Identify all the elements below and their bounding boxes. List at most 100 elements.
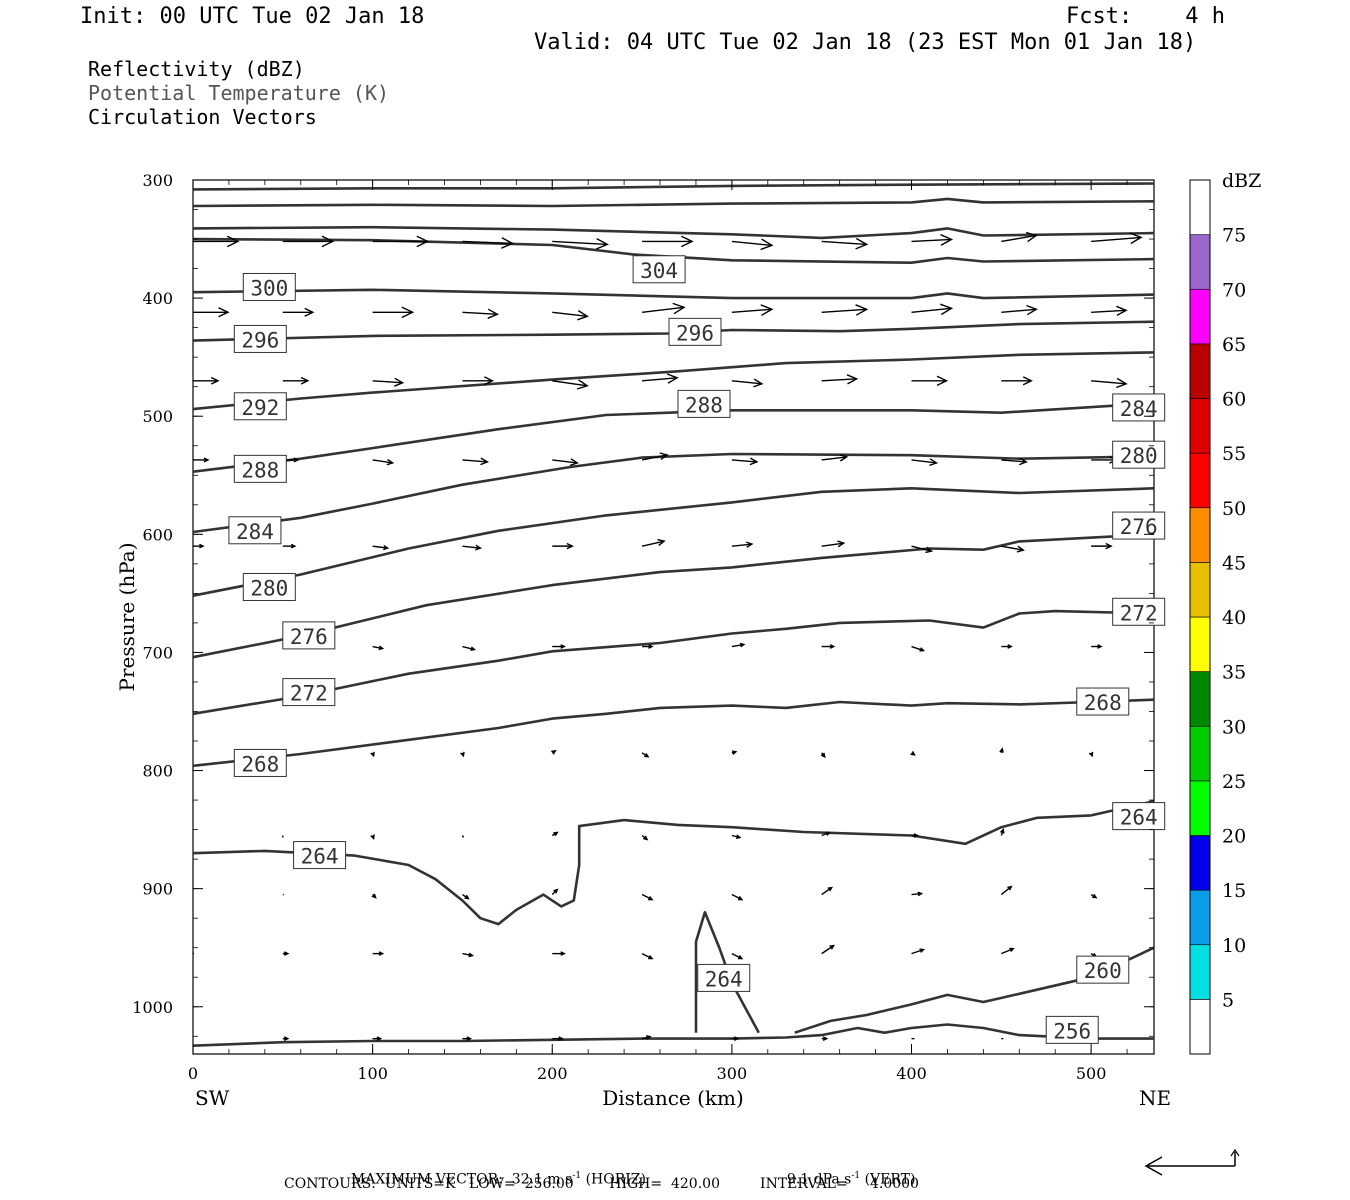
contour-label-2: 296 xyxy=(233,324,287,353)
vector-shaft xyxy=(731,952,743,960)
colorbar-swatch-13 xyxy=(1189,288,1211,345)
colorbar-swatch-5 xyxy=(1189,725,1211,782)
vector-head xyxy=(464,894,470,900)
vector-arrow-9-2 xyxy=(372,951,385,956)
vector-head xyxy=(1097,644,1103,649)
vector-arrow-1-2 xyxy=(372,306,415,319)
vector-head xyxy=(1007,644,1013,649)
vector-head xyxy=(929,458,939,467)
colorbar-label-45: 45 xyxy=(1222,552,1246,574)
vector-arrow-9-4 xyxy=(552,951,566,956)
valid-time: Valid: 04 UTC Tue 02 Jan 18 (23 EST Mon … xyxy=(534,30,1197,55)
vector-shaft xyxy=(552,311,588,317)
vector-shaft xyxy=(1091,309,1127,313)
vector-head xyxy=(378,951,385,956)
vector-arrow-1-8 xyxy=(911,303,954,316)
contour-label-box xyxy=(242,272,296,301)
vector-head xyxy=(839,453,849,462)
vector-arrow-2-6 xyxy=(731,378,764,388)
vector-shaft xyxy=(552,459,578,464)
vector-head xyxy=(460,751,465,758)
x-tick-label-100: 100 xyxy=(357,1064,388,1083)
vector-arrow-4-3 xyxy=(462,544,482,551)
vector-arrow-0-0 xyxy=(193,235,240,248)
vector-head xyxy=(1019,457,1028,466)
vector-shaft xyxy=(1001,308,1037,313)
x-tick-label-400: 400 xyxy=(896,1064,927,1083)
vector-head xyxy=(560,644,566,649)
vector-arrow-2-0 xyxy=(193,376,220,385)
vector-arrow-6-5 xyxy=(731,750,738,755)
vector-arrow-1-0 xyxy=(193,307,230,318)
vector-shaft xyxy=(462,645,475,651)
vector-arrow-5-9 xyxy=(1091,644,1103,649)
colorbar-title: dBZ xyxy=(1222,170,1261,192)
vector-head xyxy=(370,751,375,758)
colorbar-group: 5 10 15 20 25 30 35 40 45 50 55 60 65 70 75 xyxy=(1189,179,1246,1055)
contour-label-text: 276 xyxy=(290,625,328,649)
vector-head xyxy=(1116,377,1128,389)
vector-head xyxy=(1022,376,1033,386)
vector-shaft xyxy=(641,306,685,313)
vector-head xyxy=(760,304,774,316)
contour-label-11: 280 xyxy=(242,572,296,601)
contour-label-text: 264 xyxy=(705,967,743,991)
vector-head xyxy=(394,377,405,387)
vector-shaft xyxy=(372,459,393,464)
vector-shaft xyxy=(641,893,653,901)
contour-line-284-8 xyxy=(192,452,1155,534)
vector-arrow-3-9 xyxy=(1001,457,1028,466)
vector-head xyxy=(378,645,385,651)
vector-head xyxy=(939,303,954,316)
vector-head xyxy=(999,827,1005,834)
vector-arrow-4-6 xyxy=(731,541,754,548)
contour-label-4: 292 xyxy=(233,392,287,421)
vector-shaft xyxy=(1091,236,1142,243)
contour-label-6: 284 xyxy=(1112,393,1166,422)
vector-shaft xyxy=(1001,545,1024,551)
y-tick-label-300: 300 xyxy=(142,171,173,190)
colorbar-swatch-6 xyxy=(1189,671,1211,727)
vector-arrow-2-3 xyxy=(462,376,495,386)
colorbar-swatch-3 xyxy=(1189,835,1211,891)
vector-arrow-8-3 xyxy=(551,888,559,896)
vector-head xyxy=(829,944,836,950)
vectors-group xyxy=(193,231,1143,1042)
vector-arrow-1-5 xyxy=(641,302,686,315)
vector-arrow-6-3 xyxy=(551,749,557,755)
vector-shaft xyxy=(911,645,924,652)
vector-arrow-0-9 xyxy=(1001,231,1038,243)
vector-arrow-2-5 xyxy=(642,373,679,384)
vector-arrow-10-0 xyxy=(282,1036,290,1042)
vector-arrow-5-8 xyxy=(1001,644,1013,649)
contour-label-13: 276 xyxy=(282,621,336,650)
vector-head xyxy=(910,751,916,756)
vector-arrow-2-2 xyxy=(372,377,405,387)
vector-head xyxy=(822,1036,829,1042)
vector-head xyxy=(648,895,654,901)
vector-head xyxy=(470,646,476,651)
vector-head xyxy=(737,954,744,960)
vector-arrow-4-4 xyxy=(552,542,574,550)
contour-line-256-16 xyxy=(192,1023,1154,1047)
vector-arrow-10-1 xyxy=(372,1036,383,1042)
vector-arrow-4-5 xyxy=(641,538,666,547)
vector-head xyxy=(203,457,210,463)
contour-label-19: 264 xyxy=(697,963,751,992)
colorbar-label-70: 70 xyxy=(1222,279,1246,301)
contour-label-box xyxy=(1112,393,1166,422)
vector-head xyxy=(936,375,949,387)
footer-vert-vector: 9.1 dPa s-1 (VERT) xyxy=(778,1158,916,1187)
vector-arrow-0-6 xyxy=(731,238,774,251)
vector-head xyxy=(283,951,290,956)
contour-label-box xyxy=(1076,687,1130,716)
vector-arrow-0-7 xyxy=(821,237,869,250)
legend-reflectivity: Reflectivity (dBZ) xyxy=(88,57,305,81)
vector-arrow-7-8 xyxy=(999,827,1005,836)
vector-head xyxy=(820,752,826,759)
vector-arrow-2-7 xyxy=(821,374,859,385)
contour-label-14: 272 xyxy=(282,678,336,707)
colorbar-swatch-4 xyxy=(1189,780,1211,836)
x-tick-label-200: 200 xyxy=(537,1064,568,1083)
